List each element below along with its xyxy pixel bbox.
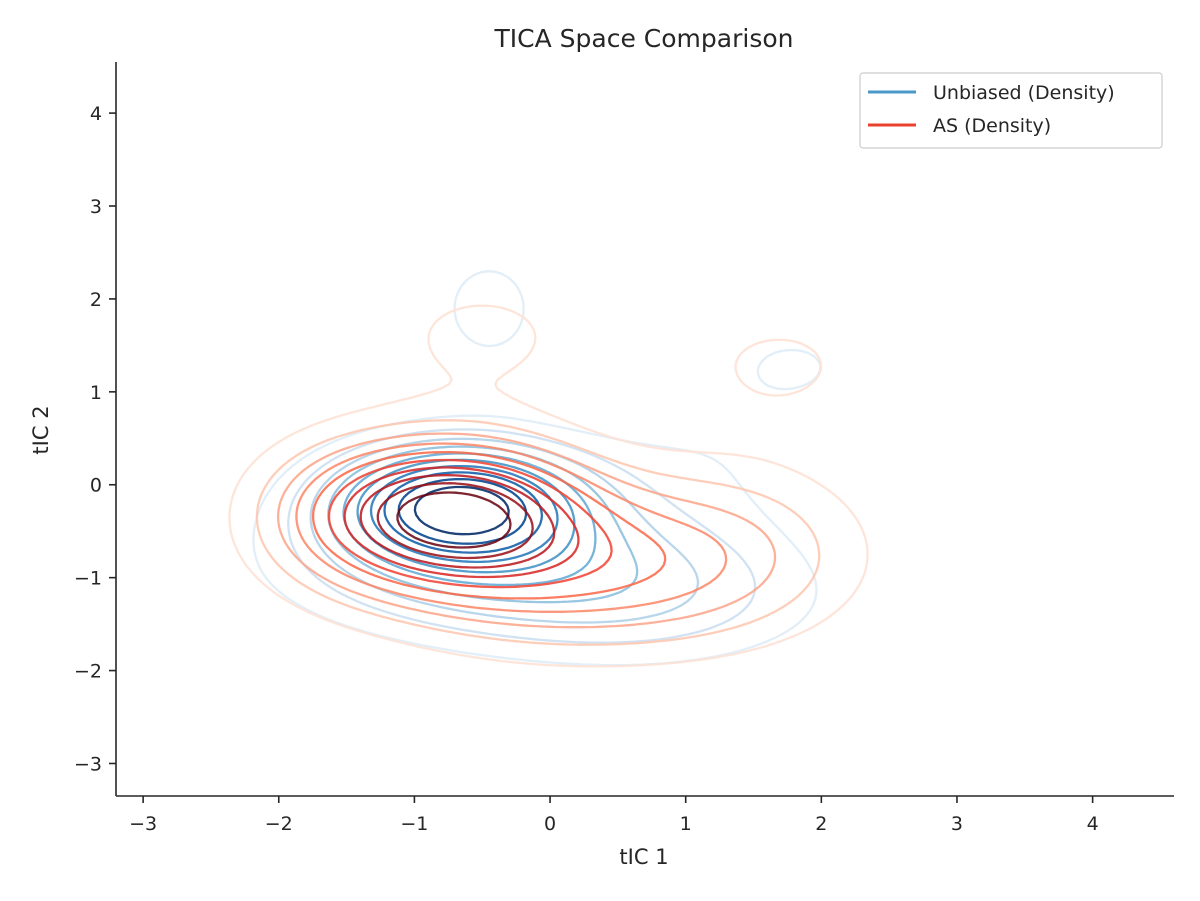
y-tick-label: 4 [90,103,102,125]
x-tick-label: −2 [265,813,293,835]
contour-as-level-10 [396,491,512,549]
x-tick-label: 3 [951,813,963,835]
contour-as-level-6 [327,458,613,589]
x-tick-label: 0 [544,813,556,835]
contour-as-level-1 [228,304,869,668]
y-tick-label: −1 [74,568,102,590]
y-tick-label: 1 [90,382,102,404]
x-tick-label: 4 [1087,813,1099,835]
contour-as-level-7 [343,466,580,579]
x-tick-label: −1 [400,813,428,835]
contour-as-level-5 [311,450,667,600]
y-ticks: −3 −2 −1 0 1 2 3 4 [74,103,116,775]
x-ticks: −3 −2 −1 0 1 2 3 4 [129,796,1099,835]
contour-as-level-2 [255,419,821,646]
y-tick-label: 3 [90,196,102,218]
contours-as [228,304,869,668]
x-axis-label: tIC 1 [619,845,668,869]
contour-as-level-8 [359,474,556,569]
y-axis-label: tIC 2 [29,405,53,454]
contour-as-level-3 [276,432,777,629]
axes: −3 −2 −1 0 1 2 3 4 −3 −2 −1 0 1 2 3 4 [74,62,1174,835]
x-tick-label: 2 [815,813,827,835]
y-tick-label: 0 [90,475,102,497]
legend-label-as: AS (Density) [933,115,1051,137]
contour-as-level-9 [376,482,534,560]
contour-as-level-4 [295,442,728,613]
contour-unbiased-level-10 [413,485,510,536]
x-tick-label: 1 [680,813,692,835]
plot-area [228,270,869,668]
x-tick-label: −3 [129,813,157,835]
legend: Unbiased (Density) AS (Density) [859,72,1163,149]
legend-label-unbiased: Unbiased (Density) [933,82,1115,104]
legend-box [859,72,1163,149]
contours-unbiased [252,270,822,667]
y-tick-label: −3 [74,753,102,775]
y-tick-label: −2 [74,661,102,683]
y-tick-label: 2 [90,289,102,311]
chart-title: TICA Space Comparison [494,24,794,53]
contour-unbiased-level-2 [287,428,757,644]
